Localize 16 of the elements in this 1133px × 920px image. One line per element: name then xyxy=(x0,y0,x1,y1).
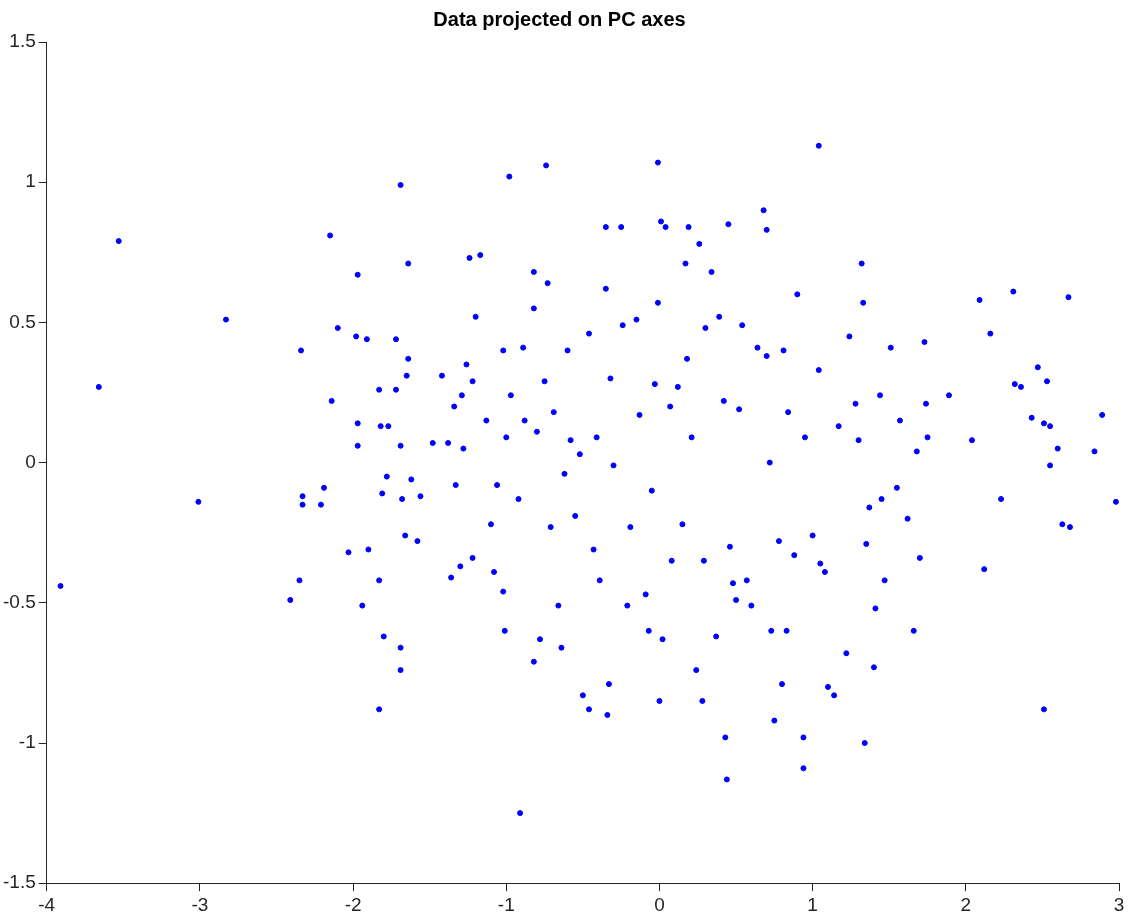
x-tick-label: 2 xyxy=(960,893,972,915)
y-tick-label: -0.5 xyxy=(2,591,36,613)
x-tick-label: 3 xyxy=(1113,893,1125,915)
x-tick-label: -4 xyxy=(38,893,56,915)
y-tick-label: 0.5 xyxy=(9,310,36,332)
x-tick-label: -2 xyxy=(344,893,362,915)
x-tick-label: -3 xyxy=(191,893,209,915)
x-tick-label: 0 xyxy=(654,893,665,915)
y-tick-label: 1.5 xyxy=(9,30,36,52)
y-tick-label: -1 xyxy=(18,731,36,753)
y-tick-label: -1.5 xyxy=(2,871,36,893)
x-tick-label: -1 xyxy=(497,893,515,915)
x-tick-label: 1 xyxy=(807,893,818,915)
y-tick-label: 0 xyxy=(25,450,36,472)
y-tick-label: 1 xyxy=(25,170,36,192)
chart-title: Data projected on PC axes xyxy=(433,7,686,30)
